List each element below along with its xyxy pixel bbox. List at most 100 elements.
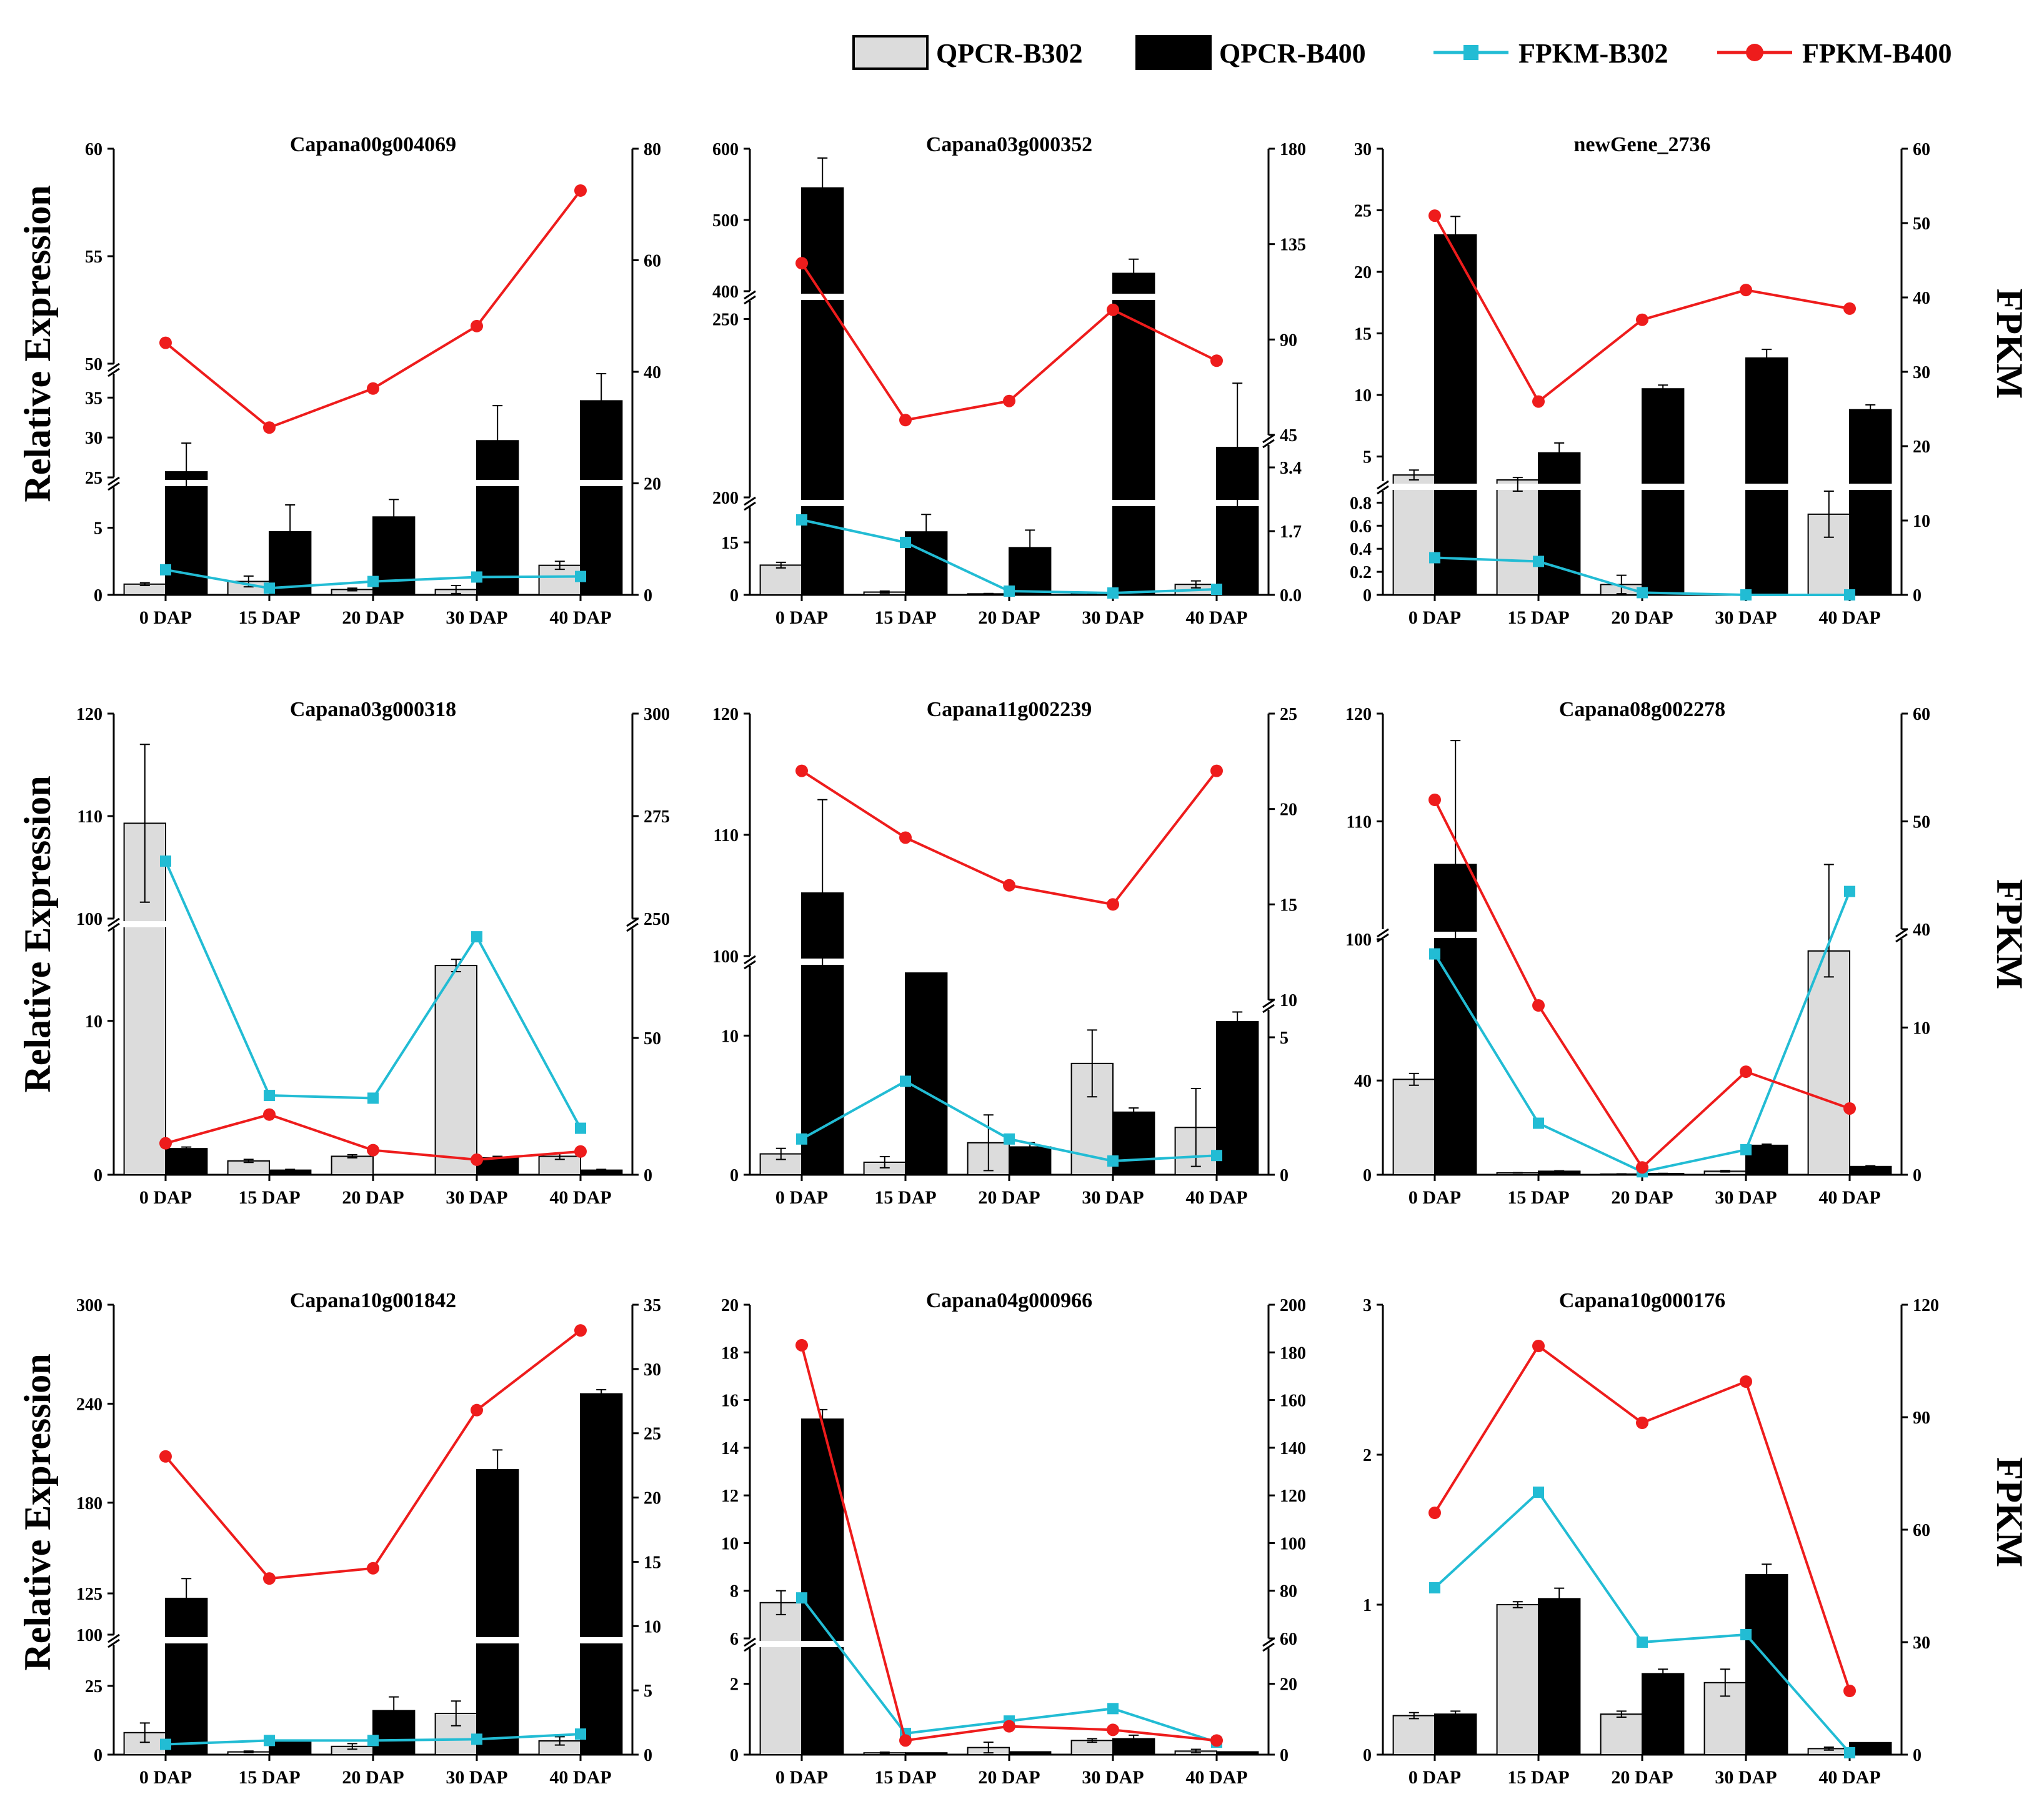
left-axis-break-mark	[744, 960, 756, 970]
x-axis-tick-label: 20 DAP	[342, 1767, 404, 1788]
x-axis-tick-label: 20 DAP	[978, 1187, 1040, 1208]
fpkm-b302-line	[164, 860, 582, 1129]
qpcr-b400-bar	[1538, 1598, 1581, 1755]
x-axis-tick-label: 15 DAP	[1507, 607, 1569, 628]
fpkm-b400-point	[1107, 303, 1119, 316]
right-axis-break-mark	[1262, 1637, 1275, 1647]
right-axis-tick-label: 0	[1913, 586, 1922, 605]
fpkm-b302-point	[160, 855, 171, 867]
x-axis-tick-label: 20 DAP	[978, 1767, 1040, 1788]
qpcr-b400-bar-break	[579, 1637, 624, 1643]
fpkm-b400-point	[1428, 1507, 1441, 1519]
qpcr-b400-bar-break	[164, 1637, 209, 1643]
qpcr-b302-bar	[1392, 474, 1436, 596]
left-axis-tick-label: 110	[714, 826, 739, 845]
fpkm-b400-point	[1636, 313, 1648, 326]
qpcr-b400-bar-break	[1433, 484, 1478, 490]
right-axis-tick-label: 50	[1913, 214, 1930, 234]
left-axis-tick-label: 25	[1354, 202, 1372, 221]
qpcr-b400-bar	[905, 1752, 948, 1756]
x-axis-tick-label: 0 DAP	[775, 1187, 828, 1208]
panel-title: Capana10g001842	[290, 1289, 456, 1312]
left-axis-tick-label: 25	[85, 1677, 102, 1697]
x-axis-tick-label: 20 DAP	[342, 607, 404, 628]
fpkm-b400-point	[1843, 1685, 1856, 1697]
x-axis-tick-label: 0 DAP	[1408, 607, 1461, 628]
qpcr-b302-bar	[1496, 1604, 1540, 1755]
right-axis-tick-label: 300	[644, 705, 670, 724]
left-axis-break-mark	[107, 476, 120, 486]
fpkm-b400-point	[1210, 1734, 1223, 1747]
x-axis-tick-label: 0 DAP	[1408, 1767, 1461, 1788]
left-axis-tick-label: 600	[712, 140, 739, 159]
right-axis-tick-label: 0.0	[1280, 586, 1302, 605]
left-axis-tick-label: 30	[1354, 140, 1372, 159]
left-axis-tick-label: 6	[730, 1630, 739, 1649]
fpkm-b400-point	[263, 421, 276, 434]
right-axis-tick-label: 200	[1280, 1296, 1306, 1315]
fpkm-b400-point	[263, 1572, 276, 1585]
right-axis-tick-label: 140	[1280, 1439, 1306, 1458]
x-axis-tick-label: 15 DAP	[874, 1187, 936, 1208]
fpkm-b302-point	[796, 514, 807, 526]
left-axis-tick-label: 0	[1363, 586, 1372, 605]
x-axis-tick-label: 30 DAP	[446, 607, 507, 628]
left-axis-tick-label: 0.8	[1350, 494, 1372, 513]
right-axis-break-mark	[626, 922, 639, 932]
fpkm-b302-point	[1844, 885, 1855, 897]
fpkm-b302-point	[1740, 589, 1752, 601]
right-axis-tick-label: 20	[1913, 437, 1930, 457]
qpcr-b400-bar-break	[800, 1641, 845, 1647]
fpkm-b302-line	[1433, 890, 1851, 1174]
right-axis-tick-label: 135	[1280, 236, 1306, 255]
x-axis-tick-label: 20 DAP	[1611, 607, 1673, 628]
fpkm-b400-point	[1107, 1723, 1119, 1737]
fpkm-b400-point	[1428, 794, 1441, 806]
left-axis-tick-label: 16	[721, 1392, 739, 1411]
right-axis-label-row-1: FPKM	[1989, 289, 2030, 399]
fpkm-b400-point	[367, 1144, 379, 1157]
qpcr-b302-bar	[538, 564, 581, 596]
legend-label-fpkm-b302: FPKM-B302	[1518, 38, 1668, 69]
qpcr-b400-bar-break	[1112, 500, 1156, 506]
qpcr-b400-bar	[1538, 452, 1581, 596]
left-axis-break-mark	[107, 922, 120, 932]
fpkm-b400-point	[1740, 1375, 1752, 1388]
qpcr-b302-bar-break	[759, 1641, 803, 1647]
left-axis-tick-label: 55	[85, 247, 102, 267]
legend-swatch-qpcr-b302	[852, 35, 929, 70]
fpkm-b400-point	[1210, 764, 1223, 777]
left-axis-break-mark	[107, 481, 120, 491]
x-axis-tick-label: 15 DAP	[238, 607, 300, 628]
fpkm-b302-point	[264, 1735, 275, 1747]
legend: QPCR-B302 QPCR-B400 FPKM-B302 FPKM-B400	[852, 35, 1952, 70]
fpkm-b302-point	[471, 571, 482, 583]
fpkm-b400-point	[574, 1145, 587, 1158]
qpcr-b302-bar	[1807, 950, 1851, 1175]
left-axis-label-row-2: Relative Expression	[17, 775, 58, 1092]
fpkm-b302-point	[471, 931, 482, 943]
left-axis-break-mark	[744, 295, 756, 305]
qpcr-b400-bar	[269, 1740, 312, 1755]
left-axis-tick-label: 0	[1363, 1746, 1372, 1765]
x-axis-tick-label: 15 DAP	[874, 607, 936, 628]
fpkm-b400-point	[471, 1153, 483, 1166]
left-axis-tick-label: 10	[1354, 386, 1372, 406]
right-axis-tick-label: 0	[644, 1166, 652, 1185]
left-axis-tick-label: 2	[1363, 1446, 1372, 1465]
fpkm-b302-point	[1004, 586, 1015, 597]
fpkm-b400-point	[899, 414, 912, 427]
panel-title: newGene_2736	[1573, 133, 1710, 156]
qpcr-b400-bar-break	[476, 480, 520, 486]
left-axis-tick-label: 500	[712, 211, 739, 231]
left-axis-tick-label: 100	[76, 1626, 102, 1645]
qpcr-b400-bar	[580, 1393, 623, 1756]
qpcr-b400-bar	[1849, 1742, 1892, 1756]
fpkm-b302-point	[1211, 584, 1222, 595]
right-axis-tick-label: 10	[1913, 1019, 1930, 1038]
left-axis-break-mark	[107, 367, 120, 377]
left-axis-tick-label: 400	[712, 282, 739, 302]
x-axis-tick-label: 30 DAP	[1082, 1187, 1144, 1208]
fpkm-b400-point	[1210, 354, 1223, 367]
right-axis-tick-label: 25	[1280, 705, 1297, 724]
